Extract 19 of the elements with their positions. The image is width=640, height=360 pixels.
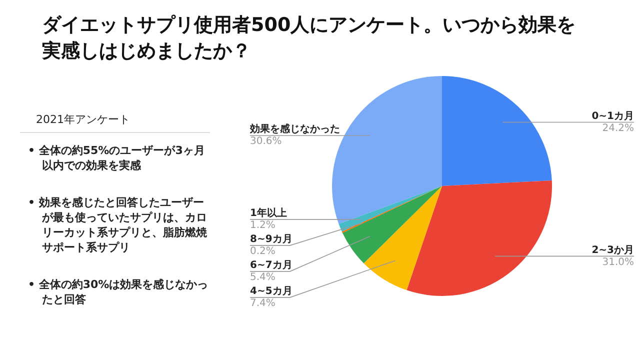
slice-label: 6~7カ月 (250, 260, 292, 272)
text: 2021年アンケート (20, 112, 210, 133)
text: • 全体の約55%のユーザーが3ヶ月以内での効果を実感 (28, 143, 206, 173)
slice-label: 効果を感じなかった (249, 123, 340, 136)
chart-title: ダイエットサプリ使用者500人にアンケート。いつから効果を実感しはじめましたか？ (42, 13, 577, 64)
data-label: 24.2% (602, 122, 634, 134)
slice-label: 4~5カ月 (250, 286, 292, 298)
data-label: 7.4% (250, 298, 276, 310)
data-label: 30.6% (250, 136, 282, 148)
data-label: 1.2% (250, 220, 276, 232)
slice-label: 8~9カ月 (250, 234, 292, 246)
text: • 効果を感じたと回答したユーザーが最も使っていたサプリは、カロリーカット系サプリと、脂肪燃焼サポート系サプリ (28, 195, 208, 255)
text: • 全体の約30%は効果を感じなかったと回答 (28, 277, 210, 307)
slice-label: 2~3か月 (592, 244, 634, 256)
slice-label: 1年以上 (250, 207, 287, 220)
slice-label: 0~1カ月 (592, 110, 634, 122)
data-label: 0.2% (250, 246, 276, 258)
data-label: 31.0% (602, 256, 634, 268)
data-label: 5.4% (250, 272, 276, 284)
